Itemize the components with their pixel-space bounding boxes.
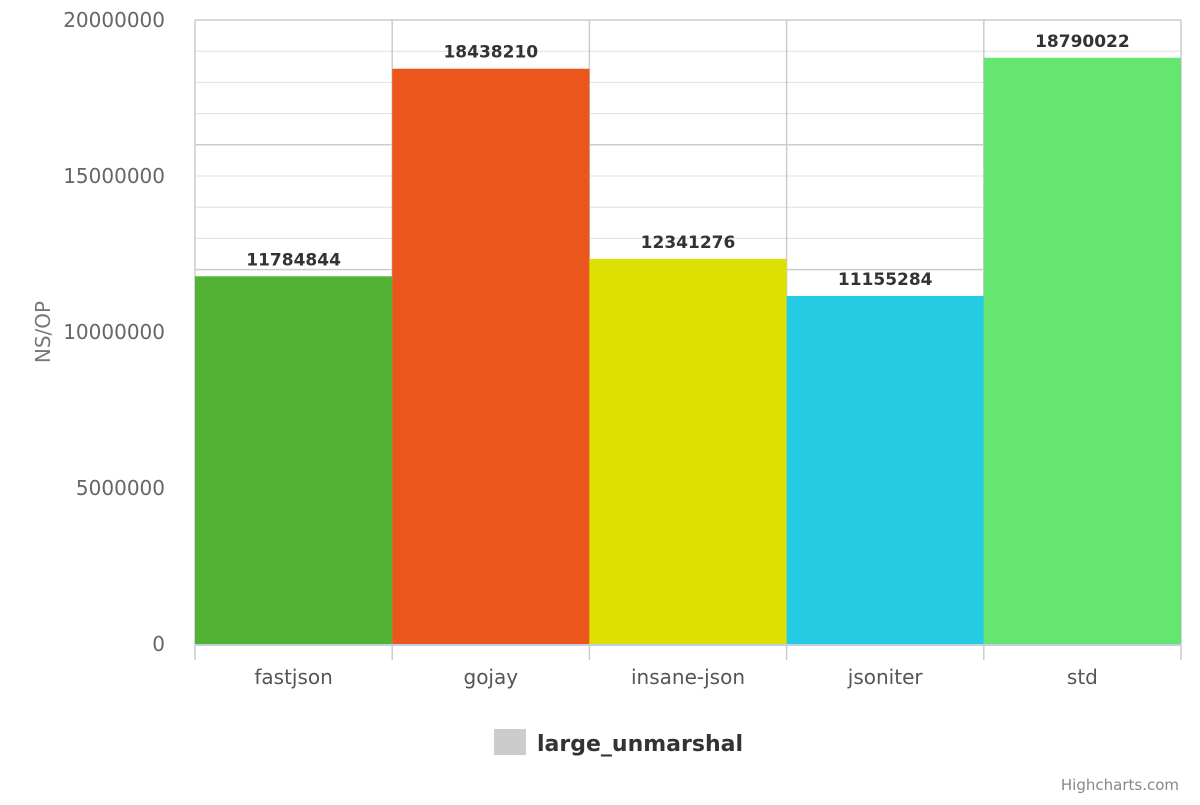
y-tick-label: 15000000 xyxy=(63,164,165,188)
bar-insane-json[interactable] xyxy=(589,258,787,644)
data-label-jsoniter: 11155284 xyxy=(838,270,933,290)
y-axis-title: NS/OP xyxy=(31,301,55,363)
bars xyxy=(195,57,1181,644)
x-tick-label: gojay xyxy=(464,665,519,689)
bar-jsoniter[interactable] xyxy=(786,295,984,644)
x-tick-label: jsoniter xyxy=(847,665,924,689)
legend-label[interactable]: large_unmarshal xyxy=(537,732,743,757)
y-tick-label: 10000000 xyxy=(63,320,165,344)
data-label-gojay: 18438210 xyxy=(443,43,538,63)
bar-fastjson[interactable] xyxy=(195,276,393,644)
credits-link[interactable]: Highcharts.com xyxy=(1061,776,1179,794)
y-tick-label: 5000000 xyxy=(76,476,165,500)
legend[interactable]: large_unmarshal xyxy=(494,729,743,757)
y-tick-label: 20000000 xyxy=(63,8,165,32)
data-labels: 11784844 18438210 12341276 11155284 18790022 xyxy=(246,32,1129,290)
data-label-std: 18790022 xyxy=(1035,32,1130,52)
x-tick-label: std xyxy=(1067,665,1098,689)
x-tick-label: insane-json xyxy=(631,665,745,689)
data-label-insane-json: 12341276 xyxy=(641,233,736,253)
bar-gojay[interactable] xyxy=(392,68,590,644)
data-label-fastjson: 11784844 xyxy=(246,250,341,270)
y-tick-label: 0 xyxy=(152,632,165,656)
bar-std[interactable] xyxy=(983,57,1181,644)
axes: fastjson gojay insane-json jsoniter std 0 5000… xyxy=(63,8,1181,689)
legend-swatch[interactable] xyxy=(494,729,526,755)
x-tick-label: fastjson xyxy=(254,665,332,689)
